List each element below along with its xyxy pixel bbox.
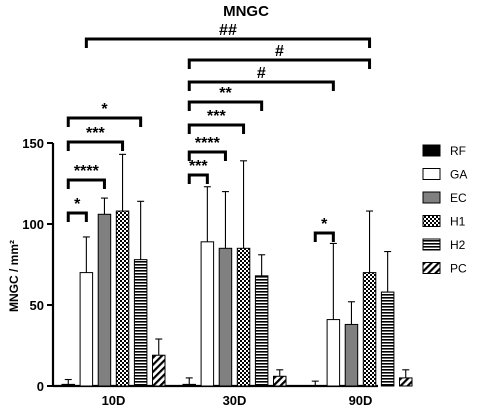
significance-label: *** [86,125,105,142]
significance-bracket [187,80,335,91]
significance-label: **** [74,163,100,180]
x-tick-label: 10D [102,393,126,408]
significance-label: # [257,65,266,82]
bar-ga-90d [326,319,341,387]
significance-bracket [187,58,372,69]
legend-label-ga: GA [450,168,467,182]
bar-ec-10d [97,213,112,387]
bar-h1-90d [362,272,377,387]
y-tick-label: 0 [37,379,44,394]
bar-pc-10d [152,354,166,387]
legend-label-h1: H1 [450,215,466,229]
significance-label: ** [219,85,232,102]
bar-h2-30d [254,275,269,387]
significance-label: *** [207,108,226,125]
legend-swatch-h2 [422,238,441,251]
bar-h1-30d [236,247,251,387]
legend-label-h2: H2 [450,238,466,252]
significance-label: ## [219,22,237,39]
y-axis-label: MNGC / mm² [7,240,21,312]
significance-label: * [74,196,81,213]
significance-bracket [66,178,106,189]
significance-label: **** [195,135,221,152]
y-tick-label: 100 [22,217,44,232]
legend-swatch-ga [422,168,441,180]
legend-swatch-h1 [422,215,441,227]
legend-label-ec: EC [450,191,467,205]
legend-swatch-pc [422,262,441,274]
significance-bracket [66,140,125,151]
bar-h2-90d [380,291,395,387]
significance-bracket [66,116,143,127]
x-tick-group: 10D 30D 90D [102,393,373,408]
bar-ga-10d [79,272,94,387]
chart-title: MNGC [223,3,269,20]
legend-label-rf: RF [450,144,466,158]
significance-label: # [275,43,284,60]
bar-h1-10d [115,210,130,387]
significance-bracket [187,150,227,161]
significance-bracket [187,173,209,184]
bar-pc-30d [273,375,287,387]
significance-bracket [84,37,372,48]
significance-label: * [321,216,328,233]
significance-bracket [66,211,88,222]
x-tick-label: 90D [349,393,373,408]
legend: RF GA EC H1 H2 PC [422,144,467,276]
bar-group [61,210,413,387]
y-tick-label: 50 [30,298,44,313]
x-tick-label: 30D [223,393,247,408]
bar-h2-10d [133,259,148,387]
significance-group: **********************#### [66,22,372,242]
bar-ec-30d [218,247,233,387]
legend-swatch-ec [422,191,441,204]
significance-bracket [187,123,246,134]
legend-label-pc: PC [450,262,467,276]
significance-bracket [187,100,264,111]
bar-rf-10d [61,383,75,387]
y-tick-label: 150 [22,136,44,151]
bar-ga-30d [200,241,215,387]
y-tick-group: 0 50 100 150 [22,136,53,394]
significance-bracket [313,231,335,242]
error-bar-group [64,153,410,386]
significance-label: * [101,101,108,118]
bar-pc-90d [399,377,413,387]
significance-label: *** [189,158,208,175]
bar-ec-90d [344,323,359,387]
legend-swatch-rf [422,144,441,157]
bar-rf-30d [182,383,196,387]
